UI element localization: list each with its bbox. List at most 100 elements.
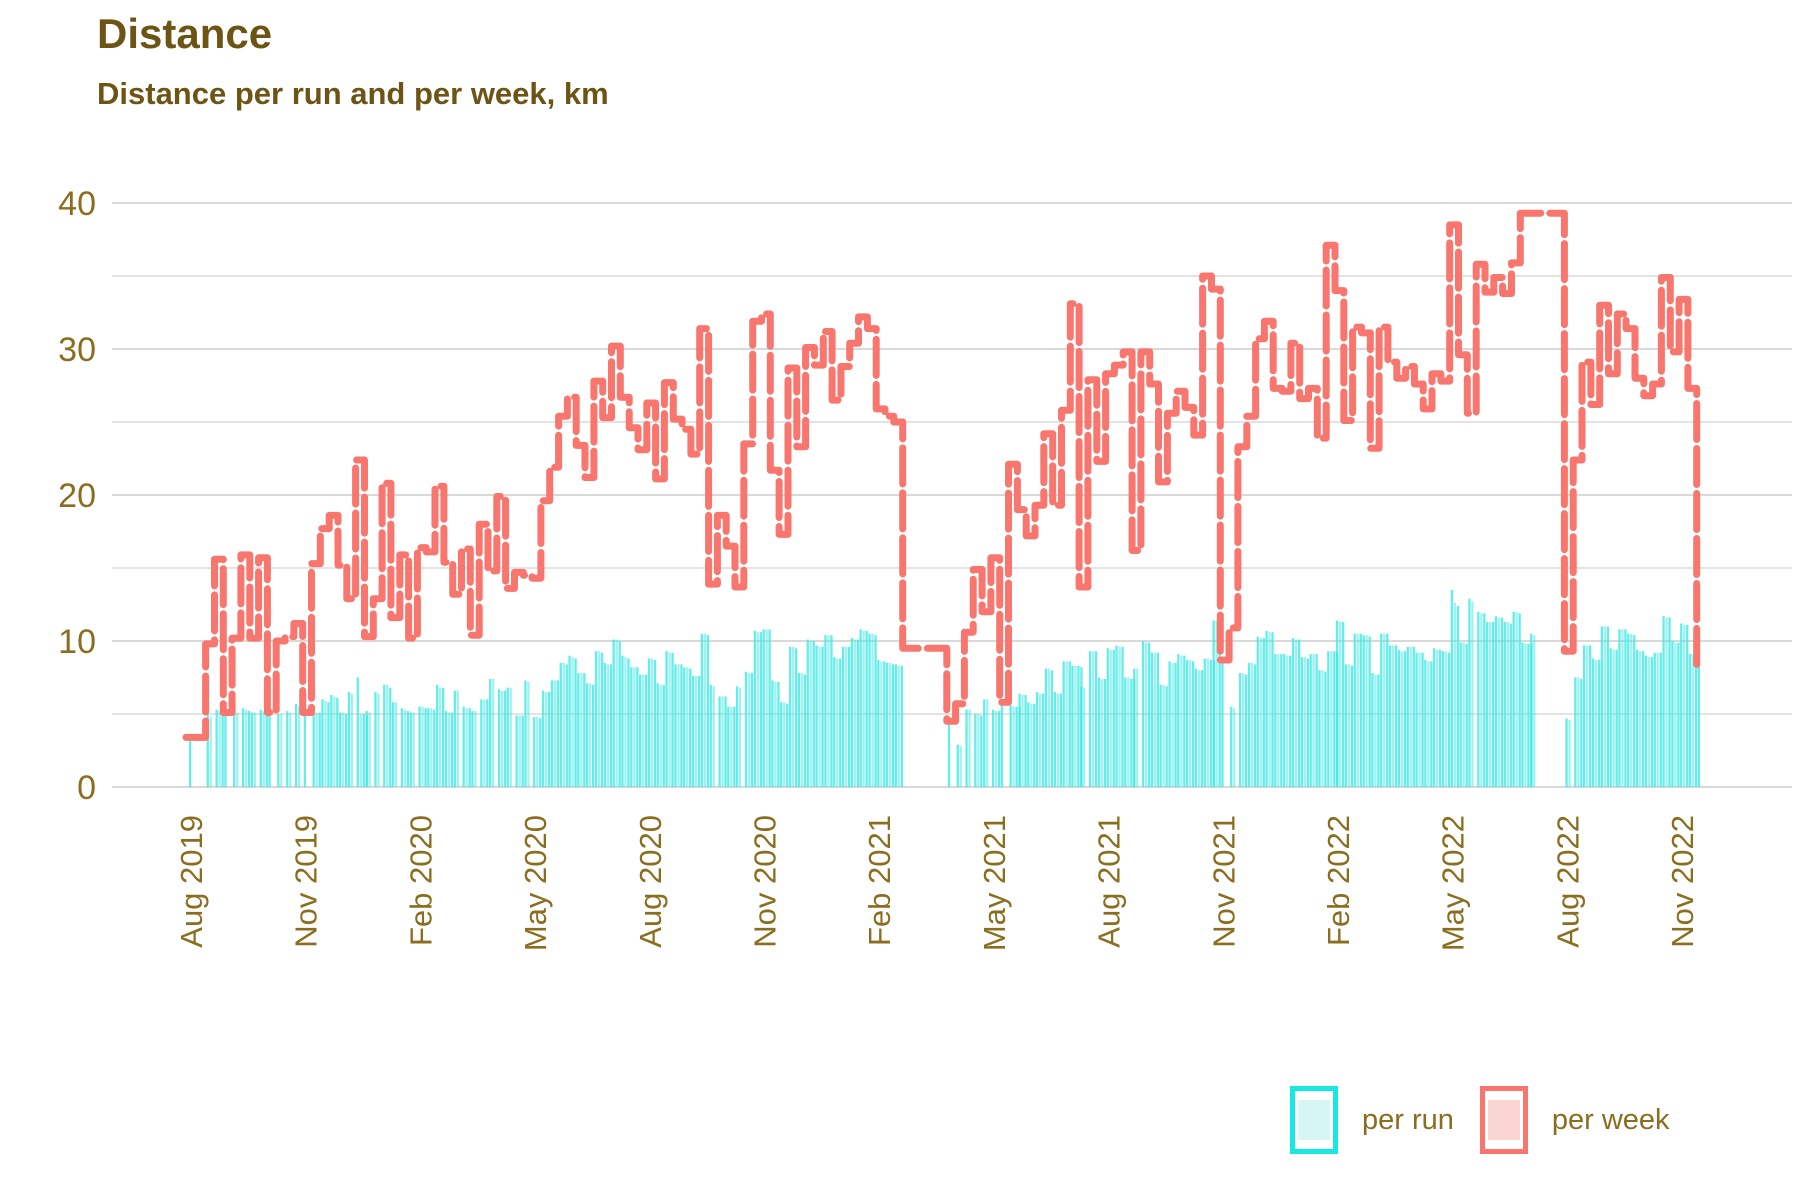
per-run-bar [797,673,801,787]
per-run-bar [1247,662,1251,787]
per-run-bar [1365,635,1368,787]
per-run-bar [868,633,871,787]
per-run-bar [336,697,339,787]
per-run-bar [1450,589,1453,787]
per-run-bar [1506,622,1509,787]
per-run-bar [1453,603,1456,787]
per-run-bar [718,696,721,787]
per-run-bar [418,706,421,787]
per-run-bar [327,702,330,787]
per-run-bar [1650,657,1654,787]
per-run-bar [1694,654,1698,787]
per-run-bar [394,702,398,787]
per-run-bar [1136,668,1139,787]
per-run-bar [362,714,365,787]
per-run-bar [1294,639,1298,787]
per-run-bar [1062,661,1065,787]
per-run-bar [1397,649,1401,787]
per-run-bar [1591,658,1595,787]
per-run-bar [1444,651,1448,787]
per-run-bar [642,674,645,787]
per-run-bar [677,664,680,787]
per-run-bar [1653,652,1656,787]
per-run-bar [1094,651,1098,787]
per-run-bar [1033,703,1036,787]
x-axis-tick-label: Feb 2021 [862,815,897,946]
per-run-bar [592,684,595,787]
per-run-bar [1568,719,1571,787]
per-run-legend-label: per run [1362,1103,1454,1136]
per-run-bar [412,712,415,787]
per-run-bar [824,635,827,787]
per-run-bar [1359,633,1362,787]
per-run-bar [671,652,674,787]
per-run-bar [874,635,877,787]
per-run-bar [1244,674,1248,787]
per-run-bar [1636,649,1639,787]
per-run-bar [565,664,568,787]
per-run-bar [506,687,509,787]
per-run-bar [500,690,504,787]
per-run-bar [1609,648,1612,787]
per-run-bar [1100,679,1104,787]
per-run-bar [1527,643,1530,787]
per-run-bar [759,632,762,787]
x-axis-tick-label: Aug 2020 [633,815,668,948]
per-run-bar [224,712,227,787]
x-axis-tick-label: Nov 2021 [1206,815,1241,948]
per-run-bar [1639,651,1642,787]
legend-entry-per-week: per week [1479,1086,1670,1154]
per-run-bar [244,709,248,787]
per-run-bar [259,709,262,787]
per-run-bar [1494,616,1498,787]
per-run-bar [1374,674,1377,787]
per-run-bar [1415,652,1418,787]
x-axis-tick-label: Nov 2020 [748,815,783,948]
per-run-bar [1565,718,1568,787]
per-run-bar [497,689,501,787]
per-run-bar [765,629,768,787]
per-run-bar [559,662,562,787]
per-run-bar [315,712,318,787]
per-run-bar [533,716,536,787]
per-run-bar [1627,633,1630,787]
per-run-bar [1147,642,1151,787]
per-run-bar [800,673,804,787]
y-axis-tick-label: 0 [77,769,96,807]
per-run-bar [350,693,354,787]
per-run-bar [792,646,795,787]
per-run-bar [1344,664,1348,787]
per-run-bar [439,687,442,787]
per-run-bar [250,712,254,787]
per-run-bar [883,661,886,787]
per-run-bar [509,687,512,787]
per-run-bar [1250,662,1254,787]
per-run-bar [433,709,436,787]
per-run-bar [803,674,807,787]
per-run-bar [389,687,392,787]
per-run-bar [1077,665,1080,787]
per-run-bar [377,693,380,787]
per-run-bar [1512,611,1515,787]
per-run-bar [639,674,642,787]
per-run-bar [303,712,306,787]
per-run-bar [624,657,627,787]
x-axis-tick-label: May 2020 [518,815,553,951]
per-run-bar [1186,660,1189,787]
per-run-bar [189,737,192,787]
per-run-bar [236,712,239,787]
per-run-bar [209,716,212,787]
per-run-bar [1683,624,1686,787]
per-run-bar [1009,705,1012,787]
per-run-bar [1312,654,1315,787]
per-run-bar [839,658,842,787]
per-run-bar [724,696,727,787]
per-run-bar [1206,658,1209,787]
per-run-bar [694,676,698,787]
per-run-bar [980,715,983,787]
per-run-bar [1400,651,1404,787]
per-run-bar [1521,642,1524,787]
per-run-bar [606,664,609,787]
per-run-bar [1680,623,1683,787]
per-run-bar [609,664,612,787]
